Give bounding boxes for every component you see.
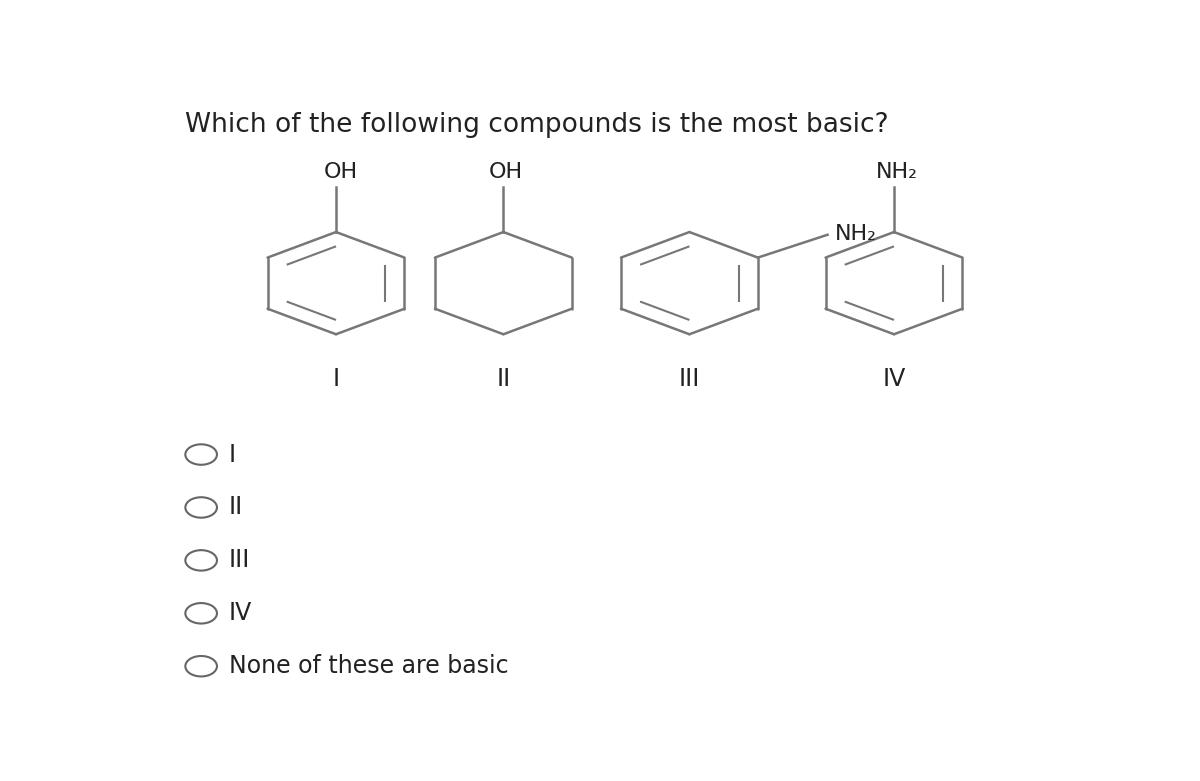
Text: Which of the following compounds is the most basic?: Which of the following compounds is the … — [185, 112, 889, 137]
Text: OH: OH — [490, 162, 523, 182]
Text: OH: OH — [324, 162, 358, 182]
Text: IV: IV — [229, 601, 252, 626]
Text: III: III — [679, 367, 700, 391]
Text: None of these are basic: None of these are basic — [229, 654, 509, 678]
Text: I: I — [229, 443, 236, 466]
Text: II: II — [229, 495, 244, 519]
Text: III: III — [229, 548, 251, 572]
Text: I: I — [332, 367, 340, 391]
Text: NH₂: NH₂ — [876, 162, 918, 182]
Text: NH₂: NH₂ — [835, 223, 877, 244]
Text: IV: IV — [882, 367, 906, 391]
Text: II: II — [497, 367, 510, 391]
